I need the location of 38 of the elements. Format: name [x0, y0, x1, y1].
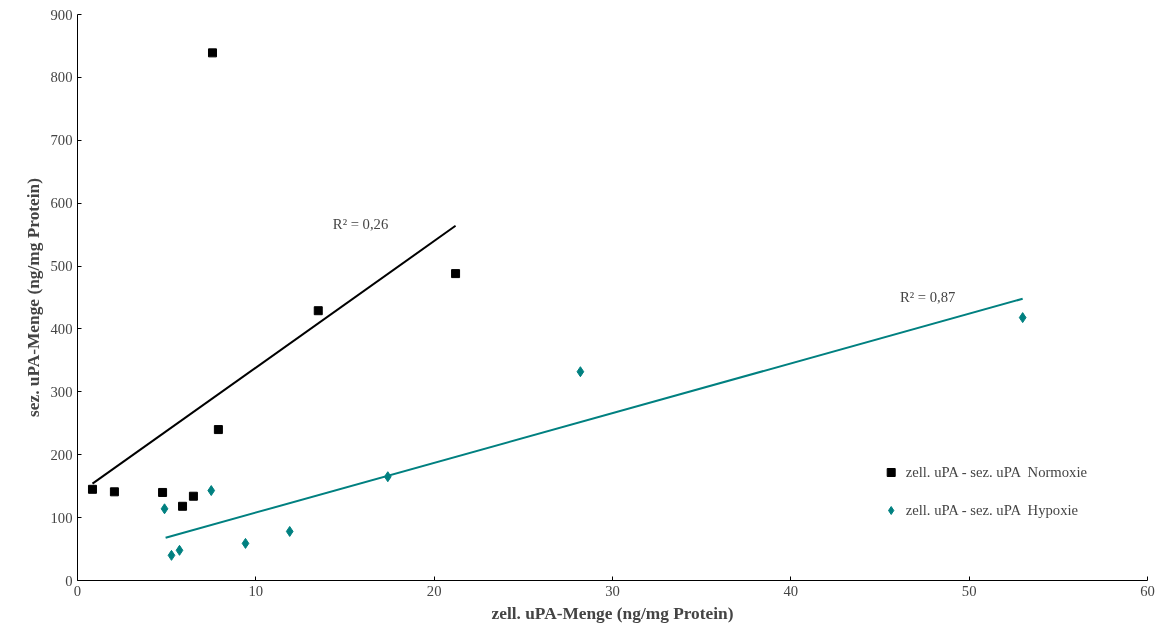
y-tick-label: 100: [50, 509, 73, 526]
point: [188, 491, 198, 501]
x-axis-title: zell. uPA-Menge (ng/mg Protein): [491, 603, 734, 623]
y-tick-label: 200: [50, 446, 73, 463]
point: [313, 306, 323, 316]
y-tick-label: 400: [50, 320, 73, 337]
point: [167, 549, 176, 561]
annotation: R² = 0,87: [899, 288, 956, 305]
point: [241, 537, 250, 549]
point: [87, 484, 97, 494]
annotation: R² = 0,26: [332, 215, 389, 232]
x-tick-label: 10: [248, 582, 264, 599]
y-tick-label: 900: [50, 6, 73, 23]
y-axis-title: sez. uPA-Menge (ng/mg Protein): [23, 177, 43, 417]
y-tick-label: 500: [50, 258, 73, 275]
point: [175, 544, 184, 556]
x-tick-label: 20: [426, 582, 442, 599]
y-tick-label: 800: [50, 69, 73, 86]
x-tick-label: 60: [1140, 582, 1155, 599]
legend-label: zell. uPA - sez. uPA Hypoxie: [905, 501, 1079, 519]
y-tick-label: 600: [50, 195, 73, 212]
y-tick-label: 300: [50, 383, 73, 400]
y-tick-label: 700: [50, 132, 73, 149]
point: [160, 503, 169, 515]
point: [576, 366, 585, 378]
point: [178, 501, 188, 511]
point: [213, 425, 223, 435]
point: [208, 48, 217, 58]
x-tick-label: 50: [961, 582, 977, 599]
point: [109, 487, 119, 497]
point: [158, 487, 168, 497]
point: [285, 525, 294, 537]
legend-label: zell. uPA - sez. uPA Normoxie: [905, 463, 1087, 481]
point: [451, 269, 461, 279]
point: [1018, 312, 1027, 324]
x-tick-label: 30: [605, 582, 620, 599]
point: [207, 485, 216, 497]
x-tick-label: 40: [783, 582, 799, 599]
